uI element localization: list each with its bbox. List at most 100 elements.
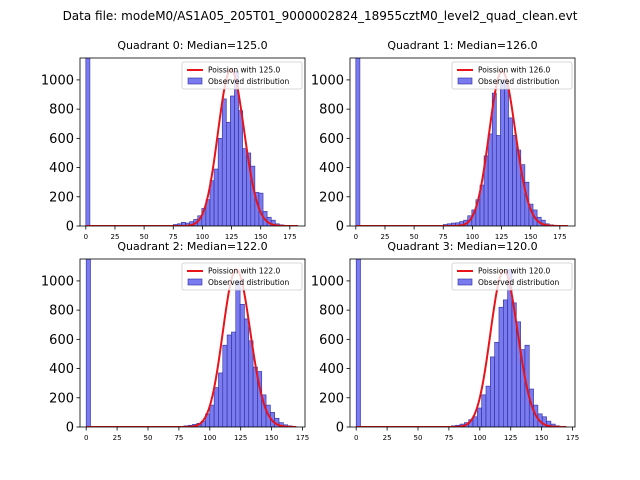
panel-title: Quadrant 1: Median=126.0 — [387, 39, 537, 52]
histogram-bar — [477, 407, 482, 427]
x-tick-label: 100 — [196, 233, 209, 241]
quadrant-panel-2: 0 25 50 75 100 125 150 175 0 200 400 600 800 1000 Quad… — [41, 240, 309, 442]
axes-frame — [349, 57, 576, 227]
x-tick-label: 100 — [473, 434, 486, 442]
quadrant-panel-3: 0 25 50 75 100 125 150 175 0 200 400 600 800 1000 Quad… — [311, 240, 579, 442]
x-tick-label: 150 — [265, 434, 278, 442]
y-tick-label: 600 — [319, 132, 344, 147]
y-tick-label: 600 — [49, 132, 74, 147]
axes-frame — [79, 258, 306, 428]
x-tick-label: 125 — [504, 434, 517, 442]
y-tick-label: 800 — [319, 304, 344, 319]
x-tick-label: 25 — [113, 434, 122, 442]
x-tick-label: 150 — [254, 233, 267, 241]
poisson-curve — [85, 68, 299, 226]
histogram-bar — [498, 306, 504, 427]
legend-bar-swatch — [457, 278, 473, 286]
x-tick-label: 175 — [283, 233, 296, 241]
histogram-bar — [213, 168, 219, 226]
legend-line-label: Poission with 126.0 — [478, 66, 551, 75]
y-tick-label: 400 — [49, 161, 74, 176]
histogram-bar-zero — [85, 58, 91, 226]
legend: Poission with 122.0 Observed distribution — [181, 262, 303, 291]
x-tick-label: 25 — [381, 233, 390, 241]
histogram-bar — [226, 121, 231, 226]
histogram-bar — [226, 334, 232, 427]
x-tick-label: 100 — [466, 233, 479, 241]
y-tick-label: 1000 — [311, 274, 344, 289]
histogram-bar — [487, 133, 493, 226]
legend-line-label: Poission with 120.0 — [478, 267, 551, 276]
panel-title: Quadrant 0: Median=125.0 — [117, 39, 267, 52]
y-tick-label: 800 — [319, 103, 344, 118]
legend-bar-swatch — [187, 278, 203, 286]
legend-bar-swatch — [187, 77, 203, 85]
x-tick-label: 150 — [524, 233, 537, 241]
y-tick-label: 200 — [319, 190, 344, 205]
histogram-bar — [485, 385, 491, 427]
poisson-curve — [356, 269, 567, 427]
y-tick-label: 600 — [319, 333, 344, 348]
histogram-bar — [244, 318, 250, 427]
legend-bar-label: Observed distribution — [478, 278, 559, 287]
legend-bar-swatch — [457, 77, 473, 85]
legend-box — [451, 262, 573, 291]
x-tick-label: 175 — [296, 434, 309, 442]
quadrant-panel-1: 0 25 50 75 100 125 150 175 0 200 400 600 800 1000 Quad… — [311, 39, 576, 241]
x-tick-label: 50 — [144, 434, 153, 442]
panel-title: Quadrant 3: Median=120.0 — [387, 240, 537, 253]
x-tick-label: 50 — [414, 434, 423, 442]
histogram-bar — [230, 95, 235, 226]
x-tick-label: 150 — [535, 434, 548, 442]
legend-bar-label: Observed distribution — [208, 77, 289, 86]
histogram-bar — [508, 117, 513, 226]
quadrant-panel-0: 0 25 50 75 100 125 150 175 0 200 400 600 800 1000 Quad… — [41, 39, 306, 241]
y-tick-label: 200 — [49, 391, 74, 406]
x-tick-label: 50 — [410, 233, 419, 241]
y-tick-label: 800 — [49, 103, 74, 118]
legend-box — [181, 262, 303, 291]
legend-box — [451, 61, 573, 90]
y-tick-label: 1000 — [41, 274, 74, 289]
x-tick-label: 125 — [495, 233, 508, 241]
y-tick-label: 0 — [66, 421, 74, 436]
x-tick-label: 75 — [174, 434, 183, 442]
plot-area — [355, 58, 569, 226]
legend: Poission with 120.0 Observed distribution — [451, 262, 573, 291]
x-tick-label: 25 — [383, 434, 392, 442]
histogram-bar — [218, 372, 224, 427]
histogram-bar — [494, 341, 500, 427]
histogram-bar — [221, 98, 227, 226]
legend-line-label: Poission with 122.0 — [208, 267, 281, 276]
histogram-bar-zero — [355, 58, 361, 226]
y-tick-label: 0 — [336, 421, 344, 436]
histogram-bar — [481, 394, 487, 427]
legend-bar-label: Observed distribution — [208, 278, 289, 287]
x-tick-label: 75 — [444, 434, 453, 442]
y-tick-label: 400 — [49, 362, 74, 377]
x-tick-label: 75 — [439, 233, 448, 241]
histogram-bar — [238, 110, 243, 226]
histogram-bar — [209, 404, 215, 427]
axes-frame — [349, 258, 576, 428]
x-tick-label: 0 — [354, 233, 358, 241]
histogram-bar — [512, 135, 518, 226]
histogram-bar — [242, 148, 248, 226]
y-tick-label: 1000 — [41, 73, 74, 88]
x-tick-label: 75 — [169, 233, 178, 241]
y-tick-label: 200 — [319, 391, 344, 406]
histogram-bar — [235, 280, 241, 427]
x-tick-label: 175 — [566, 434, 579, 442]
legend: Poission with 125.0 Observed distribution — [181, 61, 303, 90]
histogram-bar — [222, 344, 228, 427]
histogram-bar-zero — [355, 259, 361, 427]
histogram-bar — [248, 340, 254, 427]
x-tick-label: 0 — [84, 434, 88, 442]
y-tick-label: 0 — [336, 220, 344, 235]
x-tick-label: 125 — [234, 434, 247, 442]
histogram-bar — [213, 387, 219, 427]
y-tick-label: 200 — [49, 190, 74, 205]
x-tick-label: 25 — [111, 233, 120, 241]
figure-suptitle: Data file: modeM0/AS1A05_205T01_90000028… — [63, 9, 578, 23]
